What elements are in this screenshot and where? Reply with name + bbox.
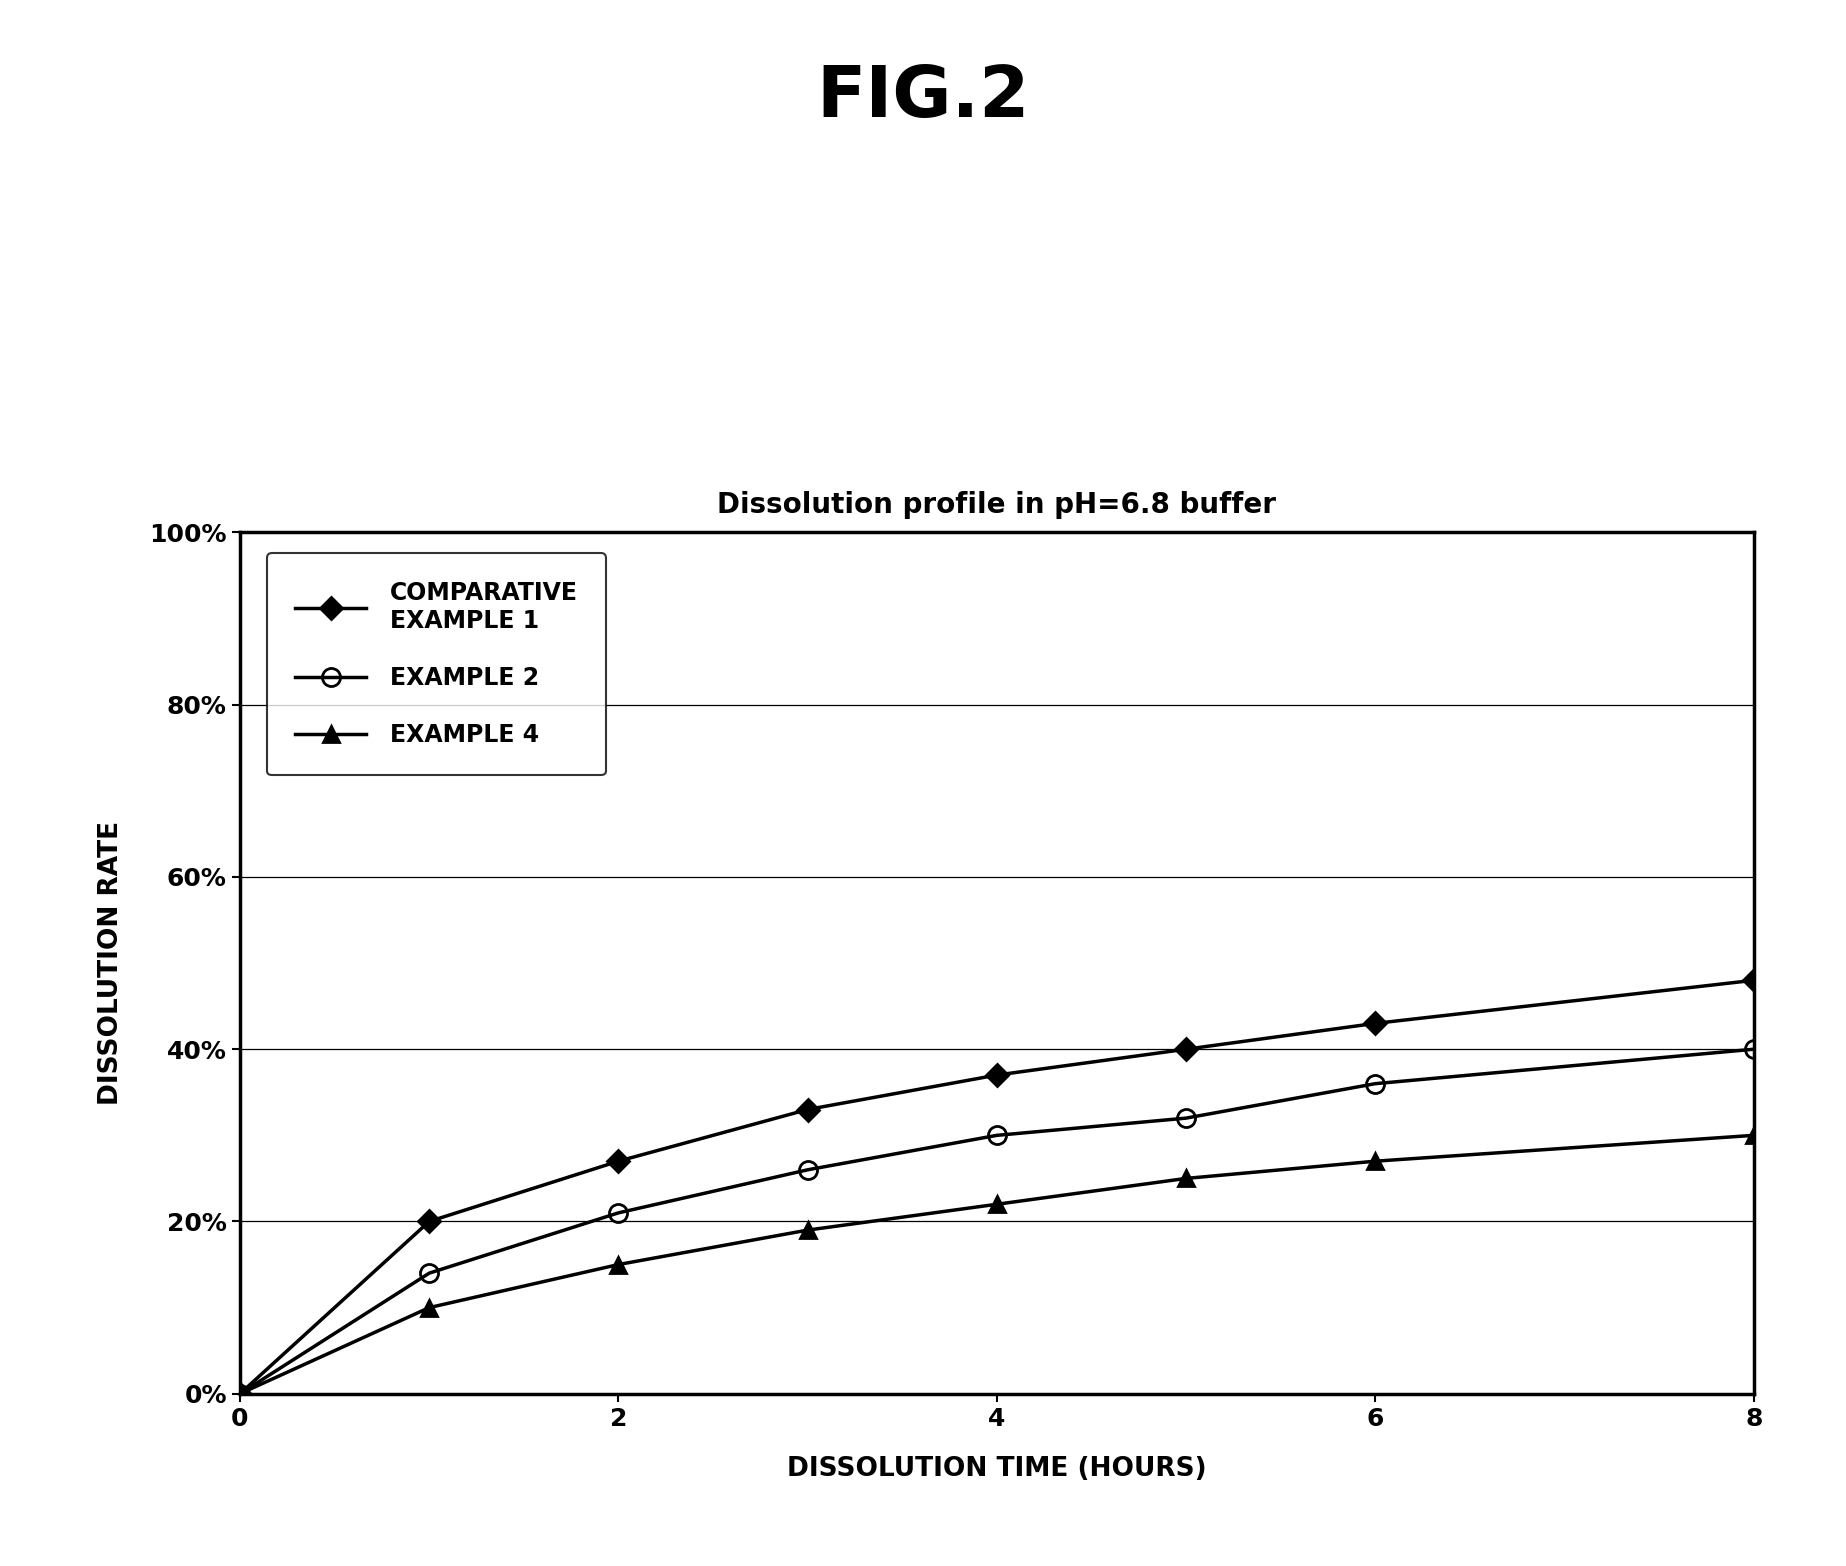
- Text: FIG.2: FIG.2: [816, 63, 1030, 132]
- Legend: COMPARATIVE
EXAMPLE 1, EXAMPLE 2, EXAMPLE 4: COMPARATIVE EXAMPLE 1, EXAMPLE 2, EXAMPL…: [268, 553, 605, 775]
- Title: Dissolution profile in pH=6.8 buffer: Dissolution profile in pH=6.8 buffer: [718, 492, 1276, 518]
- X-axis label: DISSOLUTION TIME (HOURS): DISSOLUTION TIME (HOURS): [786, 1456, 1207, 1481]
- Y-axis label: DISSOLUTION RATE: DISSOLUTION RATE: [98, 821, 124, 1106]
